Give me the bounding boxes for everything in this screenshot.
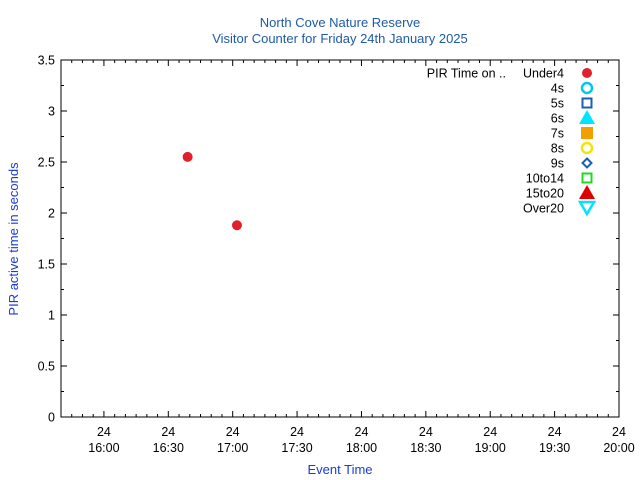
x-tick-day-label: 24 <box>355 425 369 439</box>
legend-entry-label: 6s <box>551 112 564 126</box>
x-tick-time-label: 19:30 <box>539 441 570 455</box>
y-tick-label: 2 <box>48 207 55 221</box>
x-tick-day-label: 24 <box>226 425 240 439</box>
x-tick-day-label: 24 <box>612 425 626 439</box>
x-tick-time-label: 19:00 <box>475 441 506 455</box>
y-tick-label: 2.5 <box>38 156 55 170</box>
x-tick-time-label: 18:30 <box>410 441 441 455</box>
x-tick-day-label: 24 <box>290 425 304 439</box>
x-tick-time-label: 16:30 <box>153 441 184 455</box>
x-tick-day-label: 24 <box>483 425 497 439</box>
legend-marker-6s <box>579 110 595 124</box>
x-tick-time-label: 20:00 <box>603 441 634 455</box>
y-tick-label: 0 <box>48 411 55 425</box>
y-tick-label: 3 <box>48 105 55 119</box>
legend-title: PIR Time on .. <box>427 67 506 81</box>
legend-marker-10to14 <box>581 172 593 184</box>
legend-entry-label: 4s <box>551 82 564 96</box>
y-tick-label: 1.5 <box>38 258 55 272</box>
legend-entry-label: 5s <box>551 97 564 111</box>
legend-marker-under4 <box>582 68 592 78</box>
data-points <box>182 151 242 231</box>
plot-frame <box>60 59 620 418</box>
y-axis-label: PIR active time in seconds <box>6 162 21 316</box>
legend-marker-15to20 <box>579 185 595 199</box>
legend-marker-over20 <box>577 200 597 217</box>
legend-marker-5s <box>581 97 593 109</box>
x-axis: 24 16:00 24 16:30 24 17:00 24 17:30 24 18:00 24 18:… <box>71 60 635 455</box>
x-axis-label: Event Time <box>307 462 372 477</box>
legend-entry-label: 8s <box>551 142 564 156</box>
legend-entry-label: 7s <box>551 127 564 141</box>
legend-entry-label: 10to14 <box>526 172 564 186</box>
data-point-under4 <box>182 151 193 162</box>
legend-marker-4s <box>580 81 594 95</box>
chart-subtitle: Visitor Counter for Friday 24th January … <box>212 31 468 46</box>
legend-entry-label: Under4 <box>523 67 564 81</box>
y-tick-label: 0.5 <box>38 360 55 374</box>
chart-title: North Cove Nature Reserve <box>260 15 420 30</box>
data-point-under4 <box>231 220 242 231</box>
legend-marker-7s <box>581 127 593 139</box>
legend-entry-label: Over20 <box>523 202 564 216</box>
x-tick-time-label: 18:00 <box>346 441 377 455</box>
legend-marker-9s <box>581 157 593 169</box>
x-tick-time-label: 17:00 <box>217 441 248 455</box>
x-tick-time-label: 17:30 <box>281 441 312 455</box>
x-tick-time-label: 16:00 <box>88 441 119 455</box>
y-tick-label: 1 <box>48 309 55 323</box>
x-tick-day-label: 24 <box>419 425 433 439</box>
x-tick-day-label: 24 <box>161 425 175 439</box>
x-tick-day-label: 24 <box>548 425 562 439</box>
legend: PIR Time on .. Under44s5s6s7s8s9s10to1415… <box>427 67 597 217</box>
x-tick-day-label: 24 <box>97 425 111 439</box>
y-axis: 0 0.5 1 1.5 2 2.5 3 3.5 <box>38 54 619 425</box>
legend-entry-label: 15to20 <box>526 187 564 201</box>
legend-entry-label: 9s <box>551 157 564 171</box>
y-tick-label: 3.5 <box>38 54 55 68</box>
legend-marker-8s <box>580 141 594 155</box>
